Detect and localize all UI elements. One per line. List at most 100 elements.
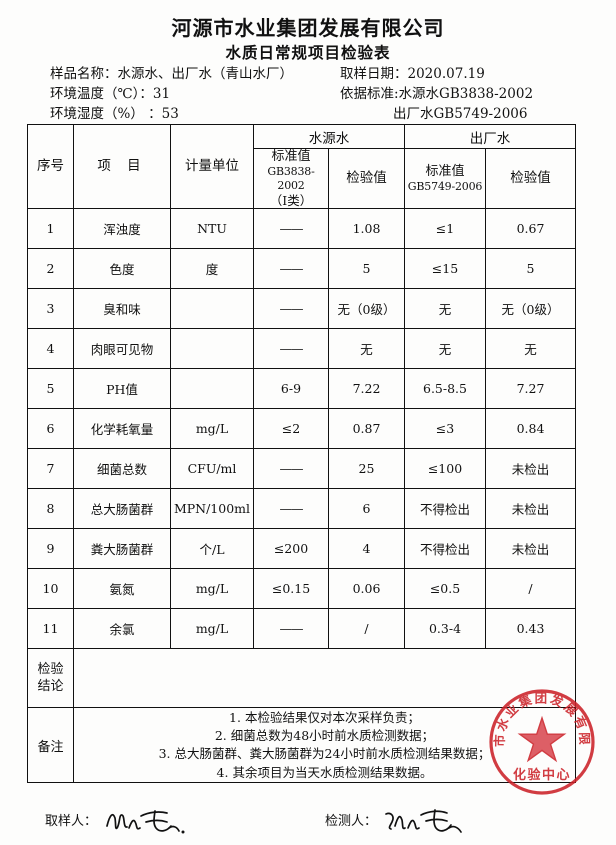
cell-outlet-value: 0.84 <box>485 408 576 450</box>
cell-outlet-standard: ≤15 <box>404 248 486 290</box>
standard-basis-label: 依据标准: <box>340 86 399 102</box>
ambient-humidity-value: 53 <box>161 106 179 122</box>
table-header-group-row: 序号 项 目 计量单位 水源水 出厂水 <box>27 123 576 210</box>
sampler-signature-block: 取样人： <box>45 802 191 836</box>
cell-unit: 度 <box>170 248 254 290</box>
table-row: 11 余氯 mg/L —— / 0.3-4 0.43 <box>27 608 576 650</box>
standard-basis-source-row: 依据标准:水源水GB3838-2002 <box>340 82 533 102</box>
cell-source-standard: —— <box>253 288 329 330</box>
cell-no: 10 <box>27 568 74 610</box>
cell-source-standard: —— <box>253 608 329 650</box>
sampler-label: 取样人： <box>45 813 98 829</box>
cell-source-standard: —— <box>253 248 329 290</box>
table-row: 1 浑浊度 NTU —— 1.08 ≤1 0.67 <box>27 208 576 250</box>
cell-item: PH值 <box>73 368 171 410</box>
tester-label: 检测人： <box>325 813 378 829</box>
cell-outlet-standard: 不得检出 <box>404 488 486 530</box>
sampling-date-value: 2020.07.19 <box>407 66 485 82</box>
table-header: 序号 项 目 计量单位 水源水 出厂水 标准值 GB3838-2002 （Ⅰ类）… <box>27 123 576 210</box>
sampling-date-label: 取样日期： <box>340 66 408 82</box>
conclusion-label-line2: 结论 <box>37 679 64 695</box>
cell-item: 化学耗氧量 <box>73 408 171 450</box>
cell-no: 11 <box>27 608 74 650</box>
cell-outlet-value: 5 <box>485 248 576 290</box>
cell-item: 氨氮 <box>73 568 171 610</box>
cell-outlet-standard: ≤100 <box>404 448 486 490</box>
cell-no: 9 <box>27 528 74 570</box>
cell-unit: mg/L <box>170 608 254 650</box>
conclusion-label: 检验 结论 <box>27 648 74 709</box>
report-subtitle: 水质日常规项目检验表 <box>225 43 391 62</box>
cell-source-standard: ≤0.15 <box>253 568 329 610</box>
cell-source-standard: —— <box>253 488 329 530</box>
cell-source-value: / <box>328 608 405 650</box>
note-line: 3. 总大肠菌群、粪大肠菌群为24小时前水质检测结果数据； <box>158 746 491 762</box>
sample-name-label: 样品名称： <box>50 66 118 82</box>
outlet-standard-line2: GB5749-2006 <box>407 179 483 193</box>
sampler-signature-icon <box>103 804 191 838</box>
table-row: 6 化学耗氧量 mg/L ≤2 0.87 ≤3 0.84 <box>27 408 576 450</box>
cell-unit: mg/L <box>170 408 254 450</box>
table-row: 5 PH值 6-9 7.22 6.5-8.5 7.27 <box>27 368 576 410</box>
cell-unit: CFU/ml <box>170 448 254 490</box>
table-row: 9 粪大肠菌群 个/L ≤200 4 不得检出 未检出 <box>27 528 576 570</box>
ambient-temperature-label: 环境温度（℃）： <box>50 86 153 102</box>
table-header-sub-row: 标准值 GB3838-2002 （Ⅰ类） 检验值 标准值 GB5749-2006… <box>28 147 576 210</box>
column-header-unit-label: 计量单位 <box>185 158 239 175</box>
table-row: 4 肉眼可见物 —— 无 无 无 <box>27 328 576 370</box>
sample-name-row: 样品名称：水源水、出厂水（青山水厂） <box>50 62 293 82</box>
cell-outlet-value: 无 <box>485 328 576 370</box>
cell-outlet-value: 未检出 <box>485 448 576 490</box>
standard-basis-source-value: 水源水GB3838-2002 <box>398 86 534 102</box>
cell-unit <box>170 288 254 330</box>
column-header-source-standard: 标准值 GB3838-2002 （Ⅰ类） <box>253 147 329 210</box>
cell-source-standard: —— <box>253 328 329 370</box>
notes-body: 1. 本检验结果仅对本次采样负责； 2. 细菌总数为48小时前水质检测数据； 3… <box>73 707 576 784</box>
cell-source-value: 0.06 <box>328 568 405 610</box>
cell-source-value: 无 <box>328 328 405 370</box>
cell-outlet-value: 未检出 <box>485 528 576 570</box>
ambient-humidity-label: 环境湿度（%） ： <box>50 106 162 122</box>
cell-no: 2 <box>27 248 74 290</box>
conclusion-value <box>73 648 576 709</box>
conclusion-label-line1: 检验 <box>37 661 64 677</box>
table-row: 10 氨氮 mg/L ≤0.15 0.06 ≤0.5 / <box>27 568 576 610</box>
cell-outlet-standard: ≤0.5 <box>404 568 486 610</box>
cell-unit: mg/L <box>170 568 254 610</box>
cell-outlet-standard: 0.3-4 <box>404 608 486 650</box>
cell-no: 8 <box>27 488 74 530</box>
cell-no: 7 <box>27 448 74 490</box>
cell-source-value: 1.08 <box>328 208 405 250</box>
cell-no: 5 <box>27 368 74 410</box>
cell-no: 1 <box>27 208 74 250</box>
cell-unit: MPN/100ml <box>170 488 254 530</box>
group-header-outlet-water: 出厂水 <box>404 124 576 149</box>
conclusion-row: 检验 结论 <box>27 648 576 709</box>
cell-unit <box>170 328 254 370</box>
header-meta-block: 样品名称：水源水、出厂水（青山水厂） 取样日期：2020.07.19 环境温度（… <box>0 62 616 122</box>
cell-no: 3 <box>27 288 74 330</box>
cell-unit <box>170 368 254 410</box>
note-line: 2. 细菌总数为48小时前水质检测数据； <box>214 728 435 744</box>
table-row: 7 细菌总数 CFU/ml —— 25 ≤100 未检出 <box>27 448 576 490</box>
cell-source-standard: —— <box>253 448 329 490</box>
cell-no: 6 <box>27 408 74 450</box>
cell-source-standard: ≤200 <box>253 528 329 570</box>
tester-signature-icon <box>383 804 471 838</box>
source-standard-line2: GB3838-2002 <box>267 165 315 192</box>
signature-footer: 取样人： 检测人： <box>0 798 616 843</box>
column-header-no-label: 序号 <box>37 158 64 175</box>
cell-no: 4 <box>27 328 74 370</box>
cell-outlet-standard: ≤1 <box>404 208 486 250</box>
cell-source-value: 7.22 <box>328 368 405 410</box>
cell-outlet-standard: 不得检出 <box>404 528 486 570</box>
cell-source-standard: —— <box>253 208 329 250</box>
notes-label: 备注 <box>27 707 74 784</box>
column-header-item-label: 项 目 <box>97 158 147 175</box>
table-row: 8 总大肠菌群 MPN/100ml —— 6 不得检出 未检出 <box>27 488 576 530</box>
sample-name-value: 水源水、出厂水（青山水厂） <box>117 66 294 82</box>
standard-basis-outlet-row: 出厂水GB5749-2006 <box>393 102 527 122</box>
column-header-source-value: 检验值 <box>328 147 405 210</box>
ambient-temperature-value: 31 <box>152 86 171 102</box>
cell-outlet-value: 0.43 <box>485 608 576 650</box>
